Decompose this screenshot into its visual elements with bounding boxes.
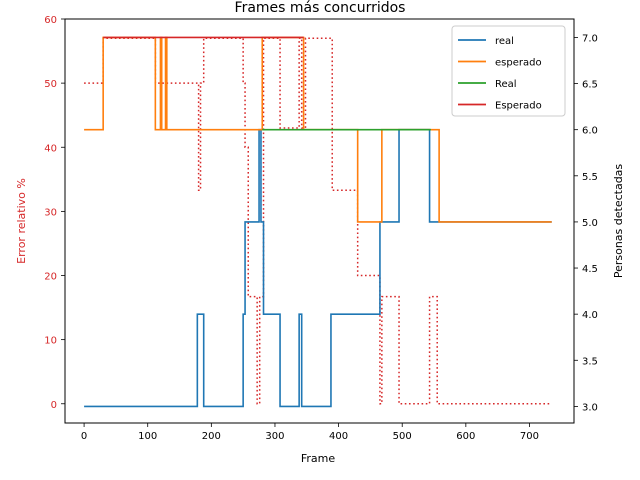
x-axis-ticks: 0 100 200 300 400 500 600 700	[81, 423, 539, 442]
y-right-axis-title: Personas detectadas	[612, 164, 625, 279]
x-tick-label: 200	[202, 431, 221, 442]
x-tick-label: 600	[456, 431, 475, 442]
series-line-error	[84, 37, 552, 405]
x-tick-label: 400	[329, 431, 348, 442]
x-tick-label: 500	[393, 431, 412, 442]
y-right-tick-label: 5.5	[582, 172, 598, 183]
y-right-axis-ticks: 3.0 3.5 4.0 4.5 5.0 5.5 6.0 6.5 7.0	[574, 33, 598, 413]
legend-label: real	[495, 36, 514, 47]
plot-frame	[64, 18, 575, 424]
y-left-axis-title: Error relativo %	[15, 178, 28, 264]
y-left-tick-label: 60	[44, 15, 57, 26]
y-right-tick-label: 4.5	[582, 264, 598, 275]
series-line-esperado	[84, 36, 552, 223]
series-line-real	[84, 128, 552, 408]
legend-box	[451, 25, 566, 117]
x-tick-label: 100	[138, 431, 157, 442]
x-axis-title: Frame	[301, 452, 336, 465]
y-left-tick-label: 20	[44, 272, 57, 283]
x-tick-label: 700	[520, 431, 539, 442]
y-right-tick-label: 3.5	[582, 356, 598, 367]
y-right-tick-label: 5.0	[582, 218, 598, 229]
y-left-tick-label: 40	[44, 143, 57, 154]
legend: real esperado Real Esperado	[451, 25, 566, 117]
y-left-tick-label: 0	[51, 400, 57, 411]
chart-title: Frames más concurridos	[235, 0, 406, 16]
x-tick-label: 0	[81, 431, 87, 442]
y-right-tick-label: 7.0	[582, 33, 598, 44]
y-left-tick-label: 30	[44, 207, 57, 218]
y-left-tick-label: 50	[44, 79, 57, 90]
y-right-tick-label: 6.5	[582, 80, 598, 91]
x-tick-label: 300	[265, 431, 284, 442]
y-left-axis-ticks: 0 10 20 30 40 50 60	[44, 15, 65, 411]
y-left-tick-label: 10	[44, 336, 57, 347]
y-right-tick-label: 4.0	[582, 310, 598, 321]
plot-lines	[84, 36, 552, 408]
legend-label: Real	[495, 79, 517, 90]
y-right-tick-label: 3.0	[582, 402, 598, 413]
legend-label: esperado	[495, 58, 542, 69]
legend-label: Esperado	[495, 101, 542, 112]
y-right-tick-label: 6.0	[582, 126, 598, 137]
